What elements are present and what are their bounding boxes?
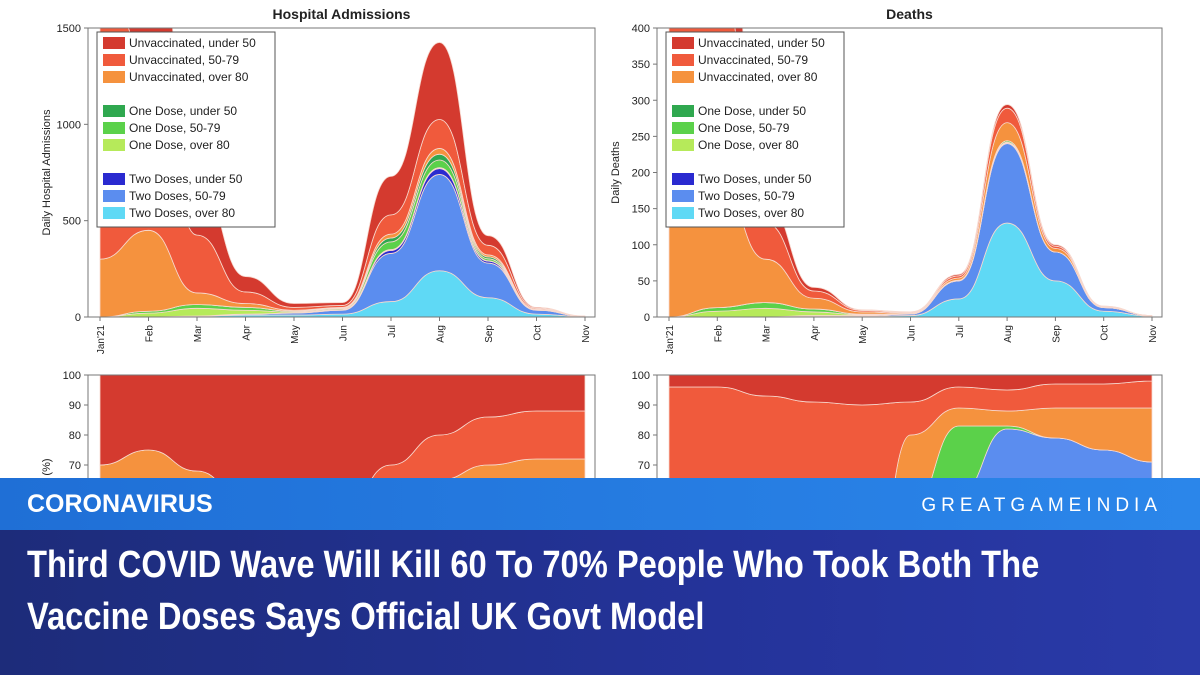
legend-swatch bbox=[672, 105, 694, 117]
x-tick-label: Apr bbox=[242, 324, 253, 340]
y-tick-label: 150 bbox=[632, 204, 650, 216]
x-tick-label: Nov bbox=[581, 325, 592, 343]
plot-frame bbox=[87, 27, 596, 318]
x-tick-label: Oct bbox=[533, 325, 544, 341]
legend-swatch bbox=[672, 71, 694, 83]
brand[interactable]: GREATGAMEINDIA bbox=[921, 495, 1162, 516]
y-tick-label: 100 bbox=[63, 370, 81, 382]
y-tick-label: 100 bbox=[632, 240, 650, 252]
y-tick-label: 1500 bbox=[57, 23, 81, 35]
legend-swatch bbox=[672, 139, 694, 151]
y-tick-label: 250 bbox=[632, 131, 650, 143]
y-tick-label: 0 bbox=[644, 312, 650, 324]
legend-swatch bbox=[103, 207, 125, 219]
legend-label: Two Doses, under 50 bbox=[698, 172, 812, 186]
x-tick-label: Jan'21 bbox=[665, 325, 676, 355]
x-tick-label: Feb bbox=[713, 325, 724, 343]
chart-title: Hospital Admissions bbox=[273, 6, 411, 22]
x-tick-label: Aug bbox=[436, 325, 447, 343]
legend-label: Unvaccinated, under 50 bbox=[129, 36, 256, 50]
legend-label: One Dose, under 50 bbox=[129, 104, 237, 118]
area bbox=[734, 28, 1153, 316]
legend-box bbox=[665, 31, 845, 228]
legend-swatch bbox=[672, 173, 694, 185]
legend-label: Unvaccinated, under 50 bbox=[698, 36, 825, 50]
x-tick-label: Jun bbox=[907, 325, 918, 341]
legend-swatch bbox=[672, 190, 694, 202]
y-tick-label: 1000 bbox=[57, 119, 81, 131]
legend-label: Two Doses, 50-79 bbox=[129, 189, 226, 203]
headline-panel: Third COVID Wave Will Kill 60 To 70% Peo… bbox=[0, 530, 1200, 675]
y-tick-label: 90 bbox=[69, 400, 81, 412]
x-tick-label: Jul bbox=[387, 325, 398, 338]
x-tick-label: Sep bbox=[1051, 325, 1062, 343]
y-tick-label: 300 bbox=[632, 95, 650, 107]
y-tick-label: 80 bbox=[638, 430, 650, 442]
x-tick-label: May bbox=[290, 325, 301, 344]
legend-swatch bbox=[103, 190, 125, 202]
legend-label: Two Doses, 50-79 bbox=[698, 189, 795, 203]
category[interactable]: CORONAVIRUS bbox=[27, 490, 213, 518]
y-axis-label: (%) bbox=[41, 458, 53, 475]
legend-label: Two Doses, over 80 bbox=[698, 206, 804, 220]
legend-label: One Dose, 50-79 bbox=[698, 121, 790, 135]
legend-swatch bbox=[672, 122, 694, 134]
x-tick-label: Jun bbox=[339, 325, 350, 341]
legend-label: One Dose, under 50 bbox=[698, 104, 806, 118]
legend-label: One Dose, over 80 bbox=[129, 138, 230, 152]
y-tick-label: 90 bbox=[638, 400, 650, 412]
y-tick-label: 400 bbox=[632, 23, 650, 35]
y-tick-label: 350 bbox=[632, 59, 650, 71]
legend-label: One Dose, over 80 bbox=[698, 138, 799, 152]
y-tick-label: 70 bbox=[69, 460, 81, 472]
legend-swatch bbox=[103, 71, 125, 83]
legend-swatch bbox=[103, 54, 125, 66]
chart-title: Deaths bbox=[886, 6, 933, 22]
legend-swatch bbox=[103, 105, 125, 117]
legend-label: One Dose, 50-79 bbox=[129, 121, 221, 135]
x-tick-label: Oct bbox=[1100, 325, 1111, 341]
area bbox=[668, 375, 1153, 406]
y-axis-label: Daily Hospital Admissions bbox=[41, 109, 53, 235]
x-tick-label: Aug bbox=[1003, 325, 1014, 343]
headline[interactable]: Vaccine Doses Says Official UK Govt Mode… bbox=[27, 596, 705, 638]
legend-label: Unvaccinated, 50-79 bbox=[129, 53, 239, 67]
x-tick-label: Mar bbox=[762, 324, 773, 342]
y-tick-label: 50 bbox=[638, 276, 650, 288]
y-tick-label: 100 bbox=[632, 370, 650, 382]
x-tick-label: May bbox=[858, 325, 869, 344]
x-tick-label: Apr bbox=[810, 324, 821, 340]
legend-label: Two Doses, over 80 bbox=[129, 206, 235, 220]
legend-swatch bbox=[672, 54, 694, 66]
legend-label: Unvaccinated, over 80 bbox=[129, 70, 249, 84]
legend-label: Two Doses, under 50 bbox=[129, 172, 243, 186]
legend-swatch bbox=[672, 207, 694, 219]
y-tick-label: 80 bbox=[69, 430, 81, 442]
legend-swatch bbox=[103, 173, 125, 185]
y-tick-label: 500 bbox=[63, 216, 81, 228]
legend-label: Unvaccinated, over 80 bbox=[698, 70, 818, 84]
legend-swatch bbox=[103, 37, 125, 49]
legend-swatch bbox=[672, 37, 694, 49]
x-tick-label: Sep bbox=[484, 325, 495, 343]
x-tick-label: Jul bbox=[955, 325, 966, 338]
legend-label: Unvaccinated, 50-79 bbox=[698, 53, 808, 67]
y-axis-label: Daily Deaths bbox=[610, 141, 622, 204]
x-tick-label: Mar bbox=[193, 324, 204, 342]
y-tick-label: 200 bbox=[632, 168, 650, 180]
x-tick-label: Nov bbox=[1148, 325, 1159, 343]
area bbox=[669, 407, 1153, 675]
legend-swatch bbox=[103, 139, 125, 151]
y-tick-label: 0 bbox=[75, 312, 81, 324]
x-tick-label: Feb bbox=[145, 325, 156, 343]
y-tick-label: 70 bbox=[638, 460, 650, 472]
legend-swatch bbox=[103, 122, 125, 134]
headline[interactable]: Third COVID Wave Will Kill 60 To 70% Peo… bbox=[27, 544, 1040, 586]
legend-box bbox=[96, 31, 276, 228]
category-band: CORONAVIRUS GREATGAMEINDIA bbox=[0, 478, 1200, 530]
x-tick-label: Jan'21 bbox=[96, 325, 107, 355]
